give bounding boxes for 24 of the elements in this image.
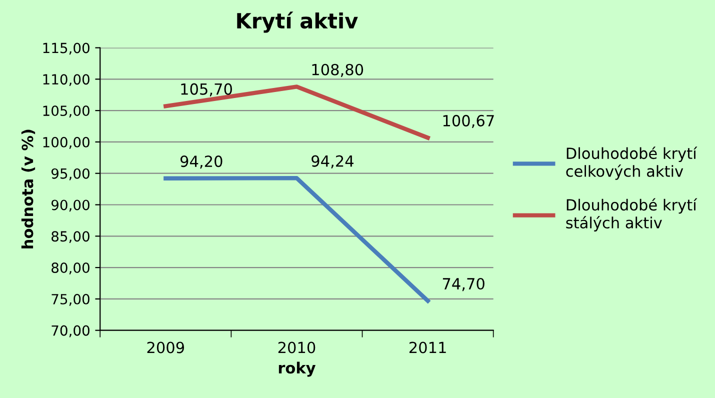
y-tick-label: 115,00 [43,42,90,55]
data-label: 94,24 [312,155,354,168]
x-tick-label: 2010 [278,342,316,354]
y-tick-label: 70,00 [52,325,90,338]
y-tick-label: 85,00 [52,231,90,244]
legend-label: Dlouhodobé krytí celkových aktiv [566,146,698,180]
chart-title: Krytí aktiv [237,12,358,33]
x-tick-label: 2009 [147,342,184,354]
x-axis-title: roky [278,362,316,377]
legend-label: Dlouhodobé krytí stálých aktiv [566,198,698,232]
data-label: 100,67 [443,114,494,128]
y-tick-label: 90,00 [51,200,90,212]
data-label: 105,70 [181,83,232,96]
y-tick-label: 100,00 [43,136,90,149]
x-tick-label: 2011 [409,342,446,354]
y-tick-label: 75,00 [52,294,90,306]
data-label: 74,70 [442,278,484,292]
data-label: 94,20 [180,156,222,169]
y-tick-label: 95,00 [51,168,90,180]
y-tick-label: 80,00 [52,262,90,274]
data-label: 108,80 [312,64,364,77]
y-tick-label: 110,00 [43,74,90,86]
y-axis-title: hodnota (v %) [21,130,36,248]
y-tick-label: 105,00 [43,106,90,118]
